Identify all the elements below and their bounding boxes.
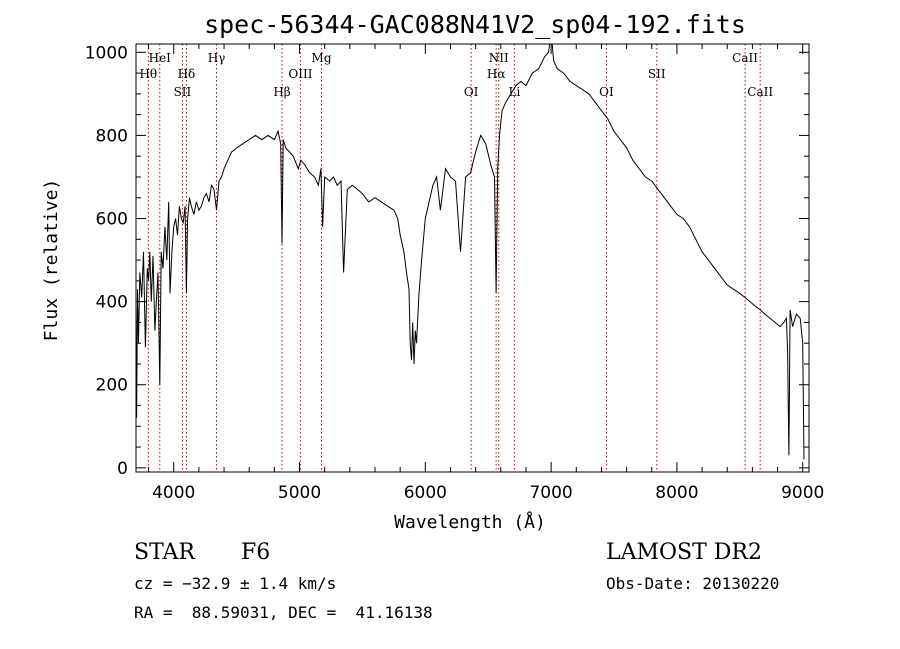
x-tick-label: 7000 <box>529 483 572 503</box>
x-tick-label: 8000 <box>655 483 698 503</box>
line-label: Hβ <box>273 85 290 99</box>
line-label: CaII <box>747 85 773 99</box>
x-tick-label: 5000 <box>278 483 321 503</box>
x-axis-label: Wavelength (Å) <box>394 511 546 533</box>
y-tick-label: 800 <box>96 126 128 146</box>
chart-title: spec-56344-GAC088N41V2_sp04-192.fits <box>204 10 746 39</box>
sky-coordinates: RA = 88.59031, DEC = 41.16138 <box>134 603 433 622</box>
line-label: OI <box>599 85 614 99</box>
y-tick-label: 1000 <box>85 43 128 63</box>
y-axis-label: Flux (relative) <box>41 179 62 342</box>
line-label: Hθ <box>139 67 157 81</box>
y-tick-label: 400 <box>96 293 128 313</box>
line-label: Hα <box>487 67 506 81</box>
series-line <box>136 44 805 460</box>
line-label: Hγ <box>208 51 226 65</box>
redshift-velocity: cz = −32.9 ± 1.4 km/s <box>134 574 337 593</box>
x-tick-label: 9000 <box>781 483 824 503</box>
y-tick-label: 600 <box>96 210 128 230</box>
x-tick-label: 4000 <box>152 483 195 503</box>
line-label: Mg <box>312 51 332 65</box>
line-label: CaII <box>732 51 758 65</box>
survey-name: LAMOST DR2 <box>606 540 762 565</box>
y-tick-label: 0 <box>117 459 128 479</box>
y-tick-label: 200 <box>96 376 128 396</box>
observation-date: Obs-Date: 20130220 <box>606 574 780 593</box>
line-label: OI <box>464 85 479 99</box>
series-layer <box>136 44 805 460</box>
line-label: SII <box>648 67 666 81</box>
line-label: Li <box>508 85 520 99</box>
object-class: STAR <box>134 540 195 565</box>
emission-line-markers <box>147 44 761 472</box>
line-label: Hδ <box>178 67 196 81</box>
plot-frame <box>135 43 810 473</box>
line-label: NII <box>489 51 509 65</box>
object-subclass: F6 <box>241 540 271 565</box>
line-label: HeI <box>149 51 172 65</box>
x-tick-label: 6000 <box>404 483 447 503</box>
line-label: SII <box>174 85 192 99</box>
line-label: OIII <box>288 67 312 81</box>
axis-ticks: 4000 5000 6000 7000 8000 9000 0 200 400 600 800 100… <box>85 43 825 503</box>
